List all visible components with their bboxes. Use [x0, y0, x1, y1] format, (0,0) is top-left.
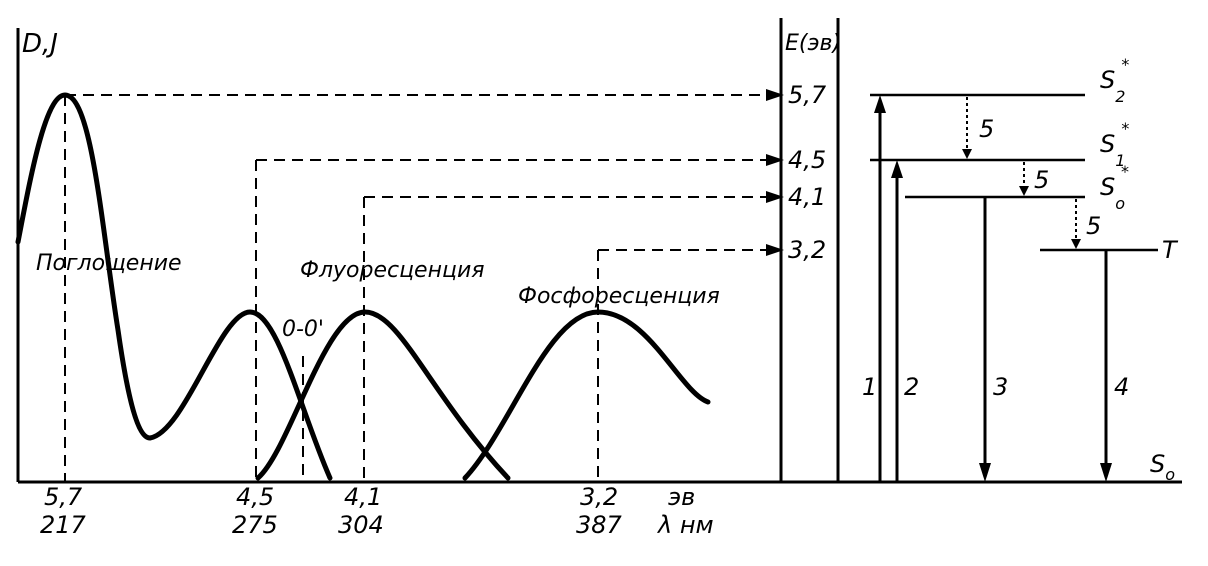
transition-3-arrowhead — [979, 463, 991, 482]
relaxation-s2-s1-arrowhead — [962, 149, 972, 159]
state-s1-label: S1* — [1100, 119, 1129, 170]
projection-arrowhead-4-5 — [766, 154, 784, 166]
projection-arrowhead-4-1 — [766, 191, 784, 203]
transition-4-label: 4 — [1114, 373, 1129, 401]
tick-nm-275: 275 — [232, 511, 278, 539]
intensity-axis-label: D,J — [22, 29, 58, 59]
relaxation-s1-s0-arrowhead — [1019, 186, 1029, 196]
tick-nm-217: 217 — [40, 511, 87, 539]
state-triplet-label: T — [1162, 236, 1179, 264]
transition-2-label: 2 — [904, 373, 919, 401]
ground-state-label: So — [1150, 450, 1175, 484]
transition-1-label: 1 — [862, 373, 877, 401]
phosphorescence-label: Фосфоресценция — [518, 284, 720, 309]
energy-axis-label: E(эв) — [785, 31, 841, 56]
energy-value-4-5: 4,5 — [788, 146, 826, 174]
fluorescence-curve — [255, 309, 511, 481]
energy-value-4-1: 4,1 — [788, 183, 826, 211]
absorption-curve — [15, 92, 333, 481]
energy-value-5-7: 5,7 — [788, 81, 827, 109]
energy-unit-label: эв — [668, 483, 695, 511]
relaxation-label-1: 5 — [979, 115, 994, 143]
tick-ev-3-2: 3,2 — [580, 483, 618, 511]
transition-3-label: 3 — [993, 373, 1008, 401]
zero-zero-label: 0-0' — [282, 317, 324, 342]
state-s0-star-label: So* — [1100, 162, 1129, 213]
tick-ev-5-7: 5,7 — [44, 483, 83, 511]
tick-ev-4-5: 4,5 — [236, 483, 274, 511]
relaxation-s0-t-arrowhead — [1071, 239, 1081, 249]
relaxation-label-3: 5 — [1086, 212, 1101, 240]
state-s2-label: S2* — [1100, 55, 1129, 106]
transition-4-arrowhead — [1100, 463, 1112, 482]
projection-arrowhead-5-7 — [766, 89, 784, 101]
tick-nm-387: 387 — [576, 511, 623, 539]
relaxation-label-2: 5 — [1034, 166, 1049, 194]
wavelength-unit-label: λ нм — [656, 511, 714, 539]
projection-arrowhead-3-2 — [766, 244, 784, 256]
tick-ev-4-1: 4,1 — [344, 483, 382, 511]
phosphorescence-curve — [462, 309, 711, 481]
tick-nm-304: 304 — [338, 511, 384, 539]
fluorescence-label: Флуоресценция — [300, 258, 484, 283]
transition-2-arrowhead — [891, 160, 903, 178]
absorption-label: Поглощение — [36, 251, 182, 276]
energy-value-3-2: 3,2 — [788, 236, 826, 264]
transition-1-arrowhead — [874, 95, 886, 113]
